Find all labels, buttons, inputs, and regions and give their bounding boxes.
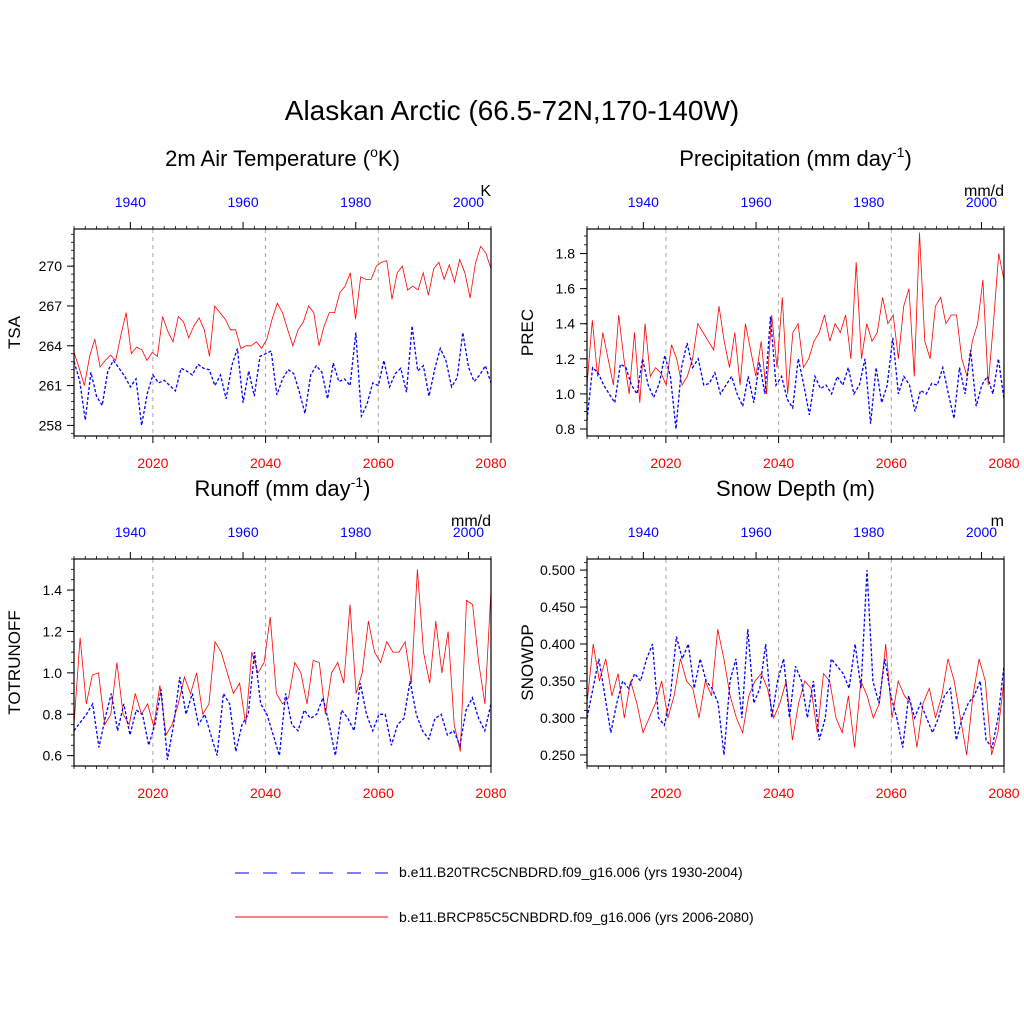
ytick-label-snow-depth-0: 0.250	[540, 747, 575, 763]
panel-title-precipitation: Precipitation (mm day-1)	[679, 144, 912, 171]
xtick-label-bottom-precipitation-3: 2080	[988, 455, 1019, 471]
panel-title-sup-runoff: -1	[351, 474, 364, 490]
series-line-future-temperature	[73, 245, 492, 386]
xtick-label-top-temperature-0: 1940	[115, 194, 146, 210]
ytick-label-precipitation-5: 1.8	[556, 246, 576, 262]
legend-entry-future: b.e11.BRCP85C5CNBDRD.f09_g16.006 (yrs 20…	[235, 909, 754, 925]
legend: b.e11.B20TRC5CNBDRD.f09_g16.006 (yrs 193…	[235, 864, 754, 925]
ytick-label-temperature-0: 258	[39, 417, 63, 433]
panel-title-snow-depth: Snow Depth (m)	[716, 476, 875, 501]
xtick-label-bottom-temperature-1: 2040	[250, 455, 281, 471]
xtick-label-top-runoff-2: 1980	[340, 524, 371, 540]
xtick-label-top-precipitation-2: 1980	[853, 194, 884, 210]
panel-title-text-runoff: Runoff (mm day	[195, 476, 351, 501]
ytick-label-precipitation-0: 0.8	[556, 421, 576, 437]
units-label-snow-depth: m	[991, 513, 1004, 530]
ytick-label-temperature-4: 270	[39, 258, 63, 274]
figure-title: Alaskan Arctic (66.5-72N,170-140W)	[285, 95, 739, 126]
xtick-label-bottom-precipitation-2: 2060	[876, 455, 907, 471]
ytick-label-snow-depth-1: 0.300	[540, 710, 575, 726]
xtick-label-top-precipitation-1: 1960	[740, 194, 771, 210]
xtick-label-bottom-snow-depth-2: 2060	[876, 785, 907, 801]
panel-snow-depth: Snow Depth (m) m 0.250 0.300 0.350 0.400 0.450…	[518, 476, 1020, 801]
ytick-label-snow-depth-4: 0.450	[540, 599, 575, 615]
ytick-label-snow-depth-3: 0.400	[540, 636, 575, 652]
series-line-historical-runoff	[73, 652, 492, 760]
xtick-label-bottom-precipitation-0: 2020	[650, 455, 681, 471]
legend-label-future: b.e11.BRCP85C5CNBDRD.f09_g16.006 (yrs 20…	[399, 909, 754, 925]
chart-panels: 2m Air Temperature (oK) K 258 261 264 267 270 T…	[5, 144, 1020, 801]
xtick-label-bottom-temperature-2: 2060	[363, 455, 394, 471]
panel-title-runoff: Runoff (mm day-1)	[195, 474, 371, 501]
xtick-label-top-snow-depth-1: 1960	[740, 524, 771, 540]
ytick-label-precipitation-3: 1.4	[556, 316, 576, 332]
legend-label-historical: b.e11.B20TRC5CNBDRD.f09_g16.006 (yrs 193…	[399, 864, 743, 880]
ytick-label-temperature-1: 261	[39, 378, 63, 394]
xtick-label-top-precipitation-0: 1940	[628, 194, 659, 210]
panel-title-sup-precipitation: -1	[892, 144, 905, 160]
xtick-label-bottom-snow-depth-0: 2020	[650, 785, 681, 801]
ytick-label-precipitation-4: 1.6	[556, 281, 576, 297]
panel-title-text-precipitation: Precipitation (mm day	[679, 146, 892, 171]
ytick-label-runoff-0: 0.6	[43, 748, 63, 764]
ytick-label-precipitation-1: 1.0	[556, 386, 576, 402]
panel-precipitation: Precipitation (mm day-1) mm/d 0.8 1.0 1.2 1.4…	[518, 144, 1020, 471]
xtick-label-bottom-runoff-2: 2060	[363, 785, 394, 801]
xtick-label-bottom-temperature-3: 2080	[475, 455, 506, 471]
xtick-label-top-temperature-2: 1980	[340, 194, 371, 210]
panel-title-after-precipitation: )	[904, 146, 911, 171]
plot-frame-snow-depth	[586, 558, 1005, 767]
xtick-label-bottom-snow-depth-1: 2040	[763, 785, 794, 801]
xtick-label-top-precipitation-3: 2000	[966, 194, 997, 210]
panel-title-temperature: 2m Air Temperature (oK)	[165, 144, 400, 171]
panel-title-text-temperature: 2m Air Temperature (	[165, 146, 371, 171]
ytick-label-runoff-4: 1.4	[43, 582, 63, 598]
xtick-label-bottom-temperature-0: 2020	[137, 455, 168, 471]
panel-title-after-runoff: )	[363, 476, 370, 501]
panel-runoff: Runoff (mm day-1) mm/d 0.6 0.8 1.0 1.2 1.4 TOTR…	[5, 474, 507, 801]
xtick-label-top-temperature-1: 1960	[227, 194, 258, 210]
xtick-label-top-snow-depth-0: 1940	[628, 524, 659, 540]
units-label-runoff: mm/d	[451, 513, 491, 530]
panel-title-sup-temperature: o	[370, 144, 378, 160]
xtick-label-bottom-runoff-1: 2040	[250, 785, 281, 801]
ytick-label-precipitation-2: 1.2	[556, 351, 576, 367]
ytick-label-temperature-3: 267	[39, 298, 63, 314]
units-label-temperature: K	[480, 183, 491, 200]
xtick-label-top-runoff-3: 2000	[453, 524, 484, 540]
ytick-label-runoff-1: 0.8	[43, 706, 63, 722]
panel-title-after-temperature: K)	[378, 146, 400, 171]
ylabel-temperature: TSA	[5, 315, 24, 349]
panel-title-text-snow-depth: Snow Depth (m)	[716, 476, 875, 501]
xtick-label-top-snow-depth-2: 1980	[853, 524, 884, 540]
xtick-label-bottom-runoff-0: 2020	[137, 785, 168, 801]
ylabel-snow-depth: SNOWDP	[518, 624, 537, 701]
series-line-historical-snow-depth	[586, 570, 1005, 755]
legend-entry-historical: b.e11.B20TRC5CNBDRD.f09_g16.006 (yrs 193…	[235, 864, 743, 880]
series-line-future-runoff	[73, 569, 492, 752]
panel-temperature: 2m Air Temperature (oK) K 258 261 264 267 270 T…	[5, 144, 507, 471]
xtick-label-bottom-runoff-3: 2080	[475, 785, 506, 801]
xtick-label-top-runoff-1: 1960	[227, 524, 258, 540]
xtick-label-top-snow-depth-3: 2000	[966, 524, 997, 540]
ytick-label-snow-depth-5: 0.500	[540, 562, 575, 578]
xtick-label-bottom-precipitation-1: 2040	[763, 455, 794, 471]
xtick-label-top-runoff-0: 1940	[115, 524, 146, 540]
series-line-future-precipitation	[586, 232, 1005, 403]
ytick-label-temperature-2: 264	[39, 338, 63, 354]
xtick-label-top-temperature-3: 2000	[453, 194, 484, 210]
plot-frame-temperature	[73, 228, 492, 437]
ylabel-runoff: TOTRUNOFF	[5, 610, 24, 715]
units-label-precipitation: mm/d	[964, 183, 1004, 200]
ylabel-precipitation: PREC	[518, 309, 537, 356]
ytick-label-snow-depth-2: 0.350	[540, 673, 575, 689]
series-line-historical-precipitation	[586, 316, 1005, 430]
ytick-label-runoff-2: 1.0	[43, 665, 63, 681]
ytick-label-runoff-3: 1.2	[43, 623, 63, 639]
xtick-label-bottom-snow-depth-3: 2080	[988, 785, 1019, 801]
